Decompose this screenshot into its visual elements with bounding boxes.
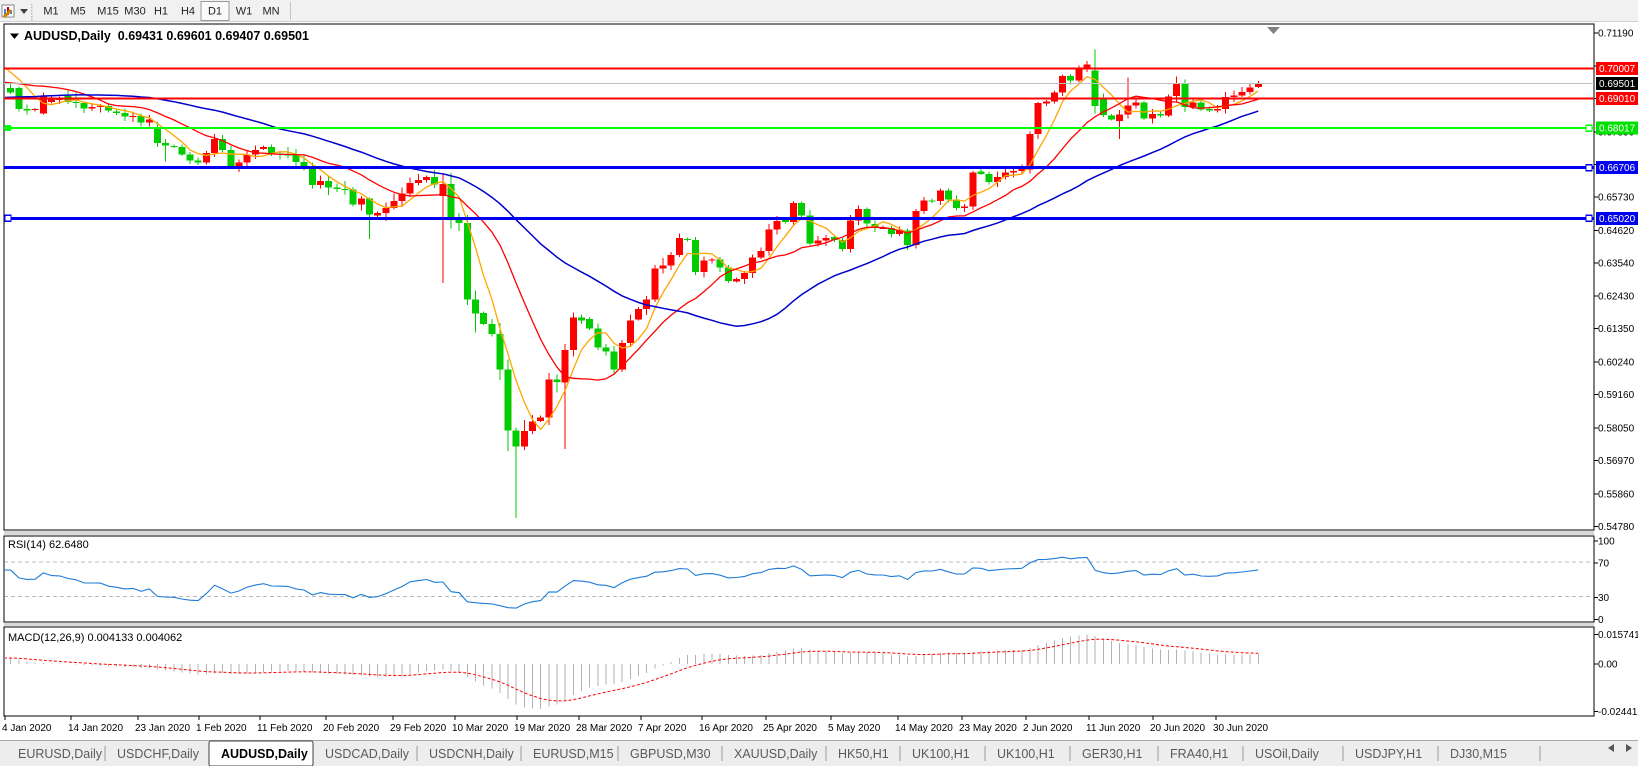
svg-text:UK100,H1: UK100,H1 <box>997 747 1055 761</box>
svg-text:23 Jan 2020: 23 Jan 2020 <box>135 723 190 734</box>
svg-text:25 Apr 2020: 25 Apr 2020 <box>763 723 817 734</box>
svg-text:7 Apr 2020: 7 Apr 2020 <box>638 723 687 734</box>
svg-text:0.65020: 0.65020 <box>1599 214 1636 225</box>
svg-text:0.55860: 0.55860 <box>1598 489 1635 500</box>
svg-text:0.015741: 0.015741 <box>1598 630 1638 641</box>
svg-text:RSI(14) 62.6480: RSI(14) 62.6480 <box>8 539 89 551</box>
svg-text:-0.024412: -0.024412 <box>1598 707 1638 718</box>
svg-text:0.69010: 0.69010 <box>1599 94 1636 105</box>
svg-text:M30: M30 <box>124 6 145 18</box>
svg-text:0: 0 <box>1598 615 1604 626</box>
svg-text:M15: M15 <box>97 6 118 18</box>
svg-text:EURUSD,M15: EURUSD,M15 <box>533 747 614 761</box>
svg-text:30 Jun 2020: 30 Jun 2020 <box>1213 723 1268 734</box>
svg-text:M5: M5 <box>70 6 85 18</box>
svg-text:0.56970: 0.56970 <box>1598 456 1635 467</box>
svg-text:USDCAD,Daily: USDCAD,Daily <box>325 747 410 761</box>
svg-text:11 Jun 2020: 11 Jun 2020 <box>1086 723 1141 734</box>
svg-text:5 May 2020: 5 May 2020 <box>828 723 881 734</box>
svg-text:H4: H4 <box>181 6 195 18</box>
svg-text:20 Jun 2020: 20 Jun 2020 <box>1150 723 1205 734</box>
svg-text:MACD(12,26,9) 0.004133 0.00406: MACD(12,26,9) 0.004133 0.004062 <box>8 632 182 644</box>
svg-text:XAUUSD,Daily: XAUUSD,Daily <box>734 747 818 761</box>
svg-text:0.66706: 0.66706 <box>1599 163 1636 174</box>
svg-text:14 Jan 2020: 14 Jan 2020 <box>68 723 123 734</box>
svg-text:AUDUSD,Daily: AUDUSD,Daily <box>221 747 308 761</box>
svg-text:16 Apr 2020: 16 Apr 2020 <box>699 723 753 734</box>
svg-text:0.00: 0.00 <box>1598 659 1618 670</box>
svg-text:0.54780: 0.54780 <box>1598 522 1635 533</box>
svg-text:100: 100 <box>1598 537 1615 548</box>
svg-text:DJ30,M15: DJ30,M15 <box>1450 747 1507 761</box>
svg-text:USDCHF,Daily: USDCHF,Daily <box>117 747 200 761</box>
svg-text:0.63540: 0.63540 <box>1598 258 1635 269</box>
svg-text:0.71190: 0.71190 <box>1598 28 1634 39</box>
svg-text:0.60240: 0.60240 <box>1598 358 1635 369</box>
svg-text:19 Mar 2020: 19 Mar 2020 <box>514 723 571 734</box>
svg-text:0.65730: 0.65730 <box>1598 193 1635 204</box>
svg-text:GER30,H1: GER30,H1 <box>1082 747 1142 761</box>
svg-text:20 Feb 2020: 20 Feb 2020 <box>323 723 380 734</box>
svg-text:1 Feb 2020: 1 Feb 2020 <box>196 723 247 734</box>
svg-text:EURUSD,Daily: EURUSD,Daily <box>18 747 103 761</box>
svg-text:4 Jan 2020: 4 Jan 2020 <box>2 723 52 734</box>
svg-text:0.69501: 0.69501 <box>1599 79 1636 90</box>
svg-text:0.61350: 0.61350 <box>1598 324 1635 335</box>
svg-text:11 Feb 2020: 11 Feb 2020 <box>257 723 313 734</box>
svg-text:0.64620: 0.64620 <box>1598 226 1635 237</box>
svg-text:0.59160: 0.59160 <box>1598 390 1635 401</box>
svg-text:0.70007: 0.70007 <box>1599 64 1636 75</box>
svg-text:0.68017: 0.68017 <box>1599 124 1636 135</box>
svg-text:M1: M1 <box>43 6 58 18</box>
svg-text:FRA40,H1: FRA40,H1 <box>1170 747 1228 761</box>
svg-text:0.58050: 0.58050 <box>1598 423 1635 434</box>
svg-text:0.62430: 0.62430 <box>1598 292 1635 303</box>
svg-text:23 May 2020: 23 May 2020 <box>959 723 1017 734</box>
svg-text:USOil,Daily: USOil,Daily <box>1255 747 1320 761</box>
svg-text:70: 70 <box>1598 559 1610 570</box>
svg-text:14 May 2020: 14 May 2020 <box>895 723 953 734</box>
svg-text:W1: W1 <box>236 6 253 18</box>
svg-text:GBPUSD,M30: GBPUSD,M30 <box>630 747 711 761</box>
svg-text:D1: D1 <box>208 6 222 18</box>
svg-text:30: 30 <box>1598 593 1610 604</box>
svg-text:USDCNH,Daily: USDCNH,Daily <box>429 747 514 761</box>
svg-text:H1: H1 <box>154 6 168 18</box>
svg-text:AUDUSD,Daily 0.69431 0.69601: AUDUSD,Daily 0.69431 0.69601 0.69407 0.6… <box>24 29 309 43</box>
svg-text:29 Feb 2020: 29 Feb 2020 <box>390 723 447 734</box>
svg-text:MN: MN <box>262 6 279 18</box>
svg-text:UK100,H1: UK100,H1 <box>912 747 970 761</box>
svg-text:2 Jun 2020: 2 Jun 2020 <box>1023 723 1073 734</box>
svg-text:HK50,H1: HK50,H1 <box>838 747 889 761</box>
svg-text:28 Mar 2020: 28 Mar 2020 <box>576 723 633 734</box>
svg-text:10 Mar 2020: 10 Mar 2020 <box>452 723 509 734</box>
svg-text:USDJPY,H1: USDJPY,H1 <box>1355 747 1422 761</box>
